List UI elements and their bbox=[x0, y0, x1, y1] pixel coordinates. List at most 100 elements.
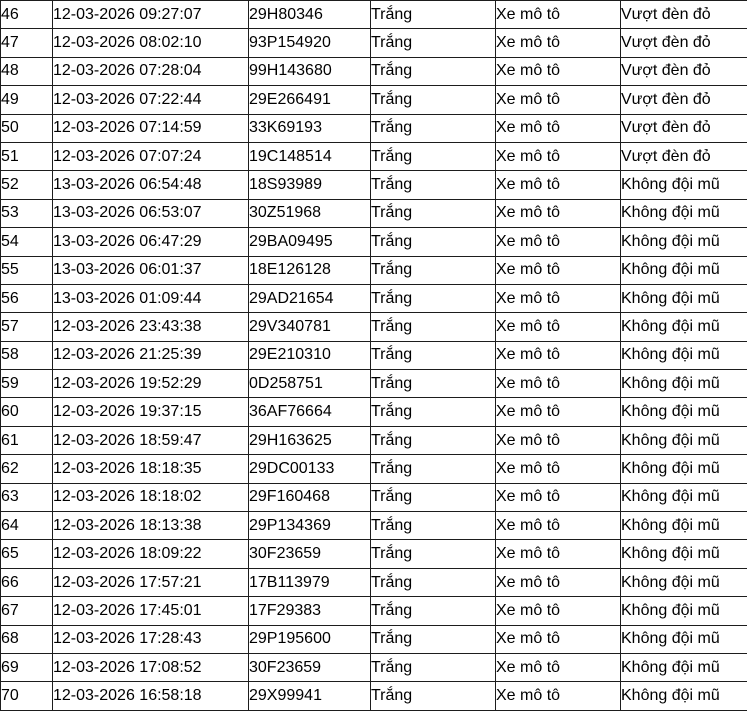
cell-no: 48 bbox=[0, 56, 53, 87]
cell-violation: Không đội mũ bbox=[620, 340, 747, 371]
cell-vehicle: Xe mô tô bbox=[495, 198, 621, 229]
cell-plate: 99H143680 bbox=[248, 56, 371, 87]
cell-color: Trắng bbox=[370, 56, 496, 87]
cell-color: Trắng bbox=[370, 681, 496, 711]
cell-color: Trắng bbox=[370, 85, 496, 115]
cell-vehicle: Xe mô tô bbox=[495, 454, 621, 484]
cell-violation: Không đội mũ bbox=[620, 425, 747, 456]
cell-no: 57 bbox=[0, 312, 53, 342]
cell-plate: 30F23659 bbox=[248, 652, 371, 683]
cell-datetime: 13-03-2026 06:54:48 bbox=[52, 170, 249, 200]
cell-vehicle: Xe mô tô bbox=[495, 85, 621, 115]
cell-no: 70 bbox=[0, 681, 53, 711]
cell-datetime: 12-03-2026 17:28:43 bbox=[52, 624, 249, 654]
cell-plate: 18S93989 bbox=[248, 170, 371, 200]
cell-violation: Không đội mũ bbox=[620, 681, 747, 711]
cell-vehicle: Xe mô tô bbox=[495, 141, 621, 172]
cell-plate: 29E266491 bbox=[248, 85, 371, 115]
cell-color: Trắng bbox=[370, 454, 496, 484]
table-row: 60 12-03-2026 19:37:15 36AF76664 Trắng Xe mô… bbox=[0, 397, 747, 427]
table-row: 47 12-03-2026 08:02:10 93P154920 Trắng Xe mô… bbox=[0, 28, 747, 58]
cell-violation: Không đội mũ bbox=[620, 624, 747, 654]
cell-datetime: 12-03-2026 08:02:10 bbox=[52, 28, 249, 58]
cell-plate: 30Z51968 bbox=[248, 198, 371, 229]
table-row: 64 12-03-2026 18:13:38 29P134369 Trắng Xe mô… bbox=[0, 511, 747, 541]
table-row: 66 12-03-2026 17:57:21 17B113979 Trắng Xe mô… bbox=[0, 567, 747, 598]
cell-datetime: 12-03-2026 07:07:24 bbox=[52, 141, 249, 172]
table-row: 50 12-03-2026 07:14:59 33K69193 Trắng Xe mô … bbox=[0, 113, 747, 143]
cell-plate: 29V340781 bbox=[248, 312, 371, 342]
table-row: 58 12-03-2026 21:25:39 29E210310 Trắng Xe mô… bbox=[0, 340, 747, 371]
cell-no: 50 bbox=[0, 113, 53, 143]
cell-color: Trắng bbox=[370, 539, 496, 569]
cell-vehicle: Xe mô tô bbox=[495, 482, 621, 513]
cell-no: 55 bbox=[0, 255, 53, 285]
cell-color: Trắng bbox=[370, 141, 496, 172]
cell-datetime: 12-03-2026 21:25:39 bbox=[52, 340, 249, 371]
cell-no: 66 bbox=[0, 567, 53, 598]
cell-vehicle: Xe mô tô bbox=[495, 283, 621, 314]
cell-plate: 93P154920 bbox=[248, 28, 371, 58]
cell-color: Trắng bbox=[370, 369, 496, 399]
cell-plate: 30F23659 bbox=[248, 539, 371, 569]
cell-color: Trắng bbox=[370, 482, 496, 513]
cell-vehicle: Xe mô tô bbox=[495, 312, 621, 342]
cell-vehicle: Xe mô tô bbox=[495, 397, 621, 427]
cell-violation: Vượt đèn đỏ bbox=[620, 113, 747, 143]
cell-plate: 29P134369 bbox=[248, 511, 371, 541]
cell-datetime: 12-03-2026 18:59:47 bbox=[52, 425, 249, 456]
cell-violation: Không đội mũ bbox=[620, 255, 747, 285]
table-row: 53 13-03-2026 06:53:07 30Z51968 Trắng Xe mô … bbox=[0, 198, 747, 229]
cell-no: 52 bbox=[0, 170, 53, 200]
cell-no: 62 bbox=[0, 454, 53, 484]
cell-no: 54 bbox=[0, 227, 53, 257]
cell-no: 69 bbox=[0, 652, 53, 683]
cell-no: 60 bbox=[0, 397, 53, 427]
cell-datetime: 12-03-2026 17:45:01 bbox=[52, 596, 249, 626]
cell-plate: 29AD21654 bbox=[248, 283, 371, 314]
table-row: 56 13-03-2026 01:09:44 29AD21654 Trắng Xe mô… bbox=[0, 283, 747, 314]
cell-datetime: 12-03-2026 19:52:29 bbox=[52, 369, 249, 399]
cell-datetime: 13-03-2026 06:47:29 bbox=[52, 227, 249, 257]
cell-vehicle: Xe mô tô bbox=[495, 340, 621, 371]
cell-datetime: 12-03-2026 18:09:22 bbox=[52, 539, 249, 569]
cell-datetime: 12-03-2026 18:18:02 bbox=[52, 482, 249, 513]
table-row: 55 13-03-2026 06:01:37 18E126128 Trắng Xe mô… bbox=[0, 255, 747, 285]
cell-color: Trắng bbox=[370, 113, 496, 143]
table-row: 51 12-03-2026 07:07:24 19C148514 Trắng Xe mô… bbox=[0, 141, 747, 172]
table-row: 48 12-03-2026 07:28:04 99H143680 Trắng Xe mô… bbox=[0, 56, 747, 87]
cell-no: 63 bbox=[0, 482, 53, 513]
cell-plate: 29DC00133 bbox=[248, 454, 371, 484]
cell-color: Trắng bbox=[370, 312, 496, 342]
cell-datetime: 13-03-2026 01:09:44 bbox=[52, 283, 249, 314]
cell-vehicle: Xe mô tô bbox=[495, 28, 621, 58]
cell-datetime: 13-03-2026 06:01:37 bbox=[52, 255, 249, 285]
cell-vehicle: Xe mô tô bbox=[495, 255, 621, 285]
cell-no: 65 bbox=[0, 539, 53, 569]
cell-no: 58 bbox=[0, 340, 53, 371]
cell-violation: Không đội mũ bbox=[620, 170, 747, 200]
cell-datetime: 12-03-2026 07:28:04 bbox=[52, 56, 249, 87]
table-row: 52 13-03-2026 06:54:48 18S93989 Trắng Xe mô … bbox=[0, 170, 747, 200]
cell-violation: Vượt đèn đỏ bbox=[620, 56, 747, 87]
cell-violation: Không đội mũ bbox=[620, 511, 747, 541]
cell-datetime: 12-03-2026 19:37:15 bbox=[52, 397, 249, 427]
cell-violation: Không đội mũ bbox=[620, 397, 747, 427]
cell-plate: 29P195600 bbox=[248, 624, 371, 654]
cell-violation: Không đội mũ bbox=[620, 567, 747, 598]
cell-plate: 17B113979 bbox=[248, 567, 371, 598]
cell-color: Trắng bbox=[370, 397, 496, 427]
cell-color: Trắng bbox=[370, 340, 496, 371]
table-row: 70 12-03-2026 16:58:18 29X99941 Trắng Xe mô … bbox=[0, 681, 747, 711]
cell-plate: 0D258751 bbox=[248, 369, 371, 399]
cell-violation: Vượt đèn đỏ bbox=[620, 0, 747, 30]
cell-color: Trắng bbox=[370, 0, 496, 30]
cell-color: Trắng bbox=[370, 28, 496, 58]
cell-no: 53 bbox=[0, 198, 53, 229]
cell-violation: Không đội mũ bbox=[620, 596, 747, 626]
cell-datetime: 12-03-2026 17:08:52 bbox=[52, 652, 249, 683]
cell-color: Trắng bbox=[370, 283, 496, 314]
cell-violation: Không đội mũ bbox=[620, 227, 747, 257]
cell-plate: 19C148514 bbox=[248, 141, 371, 172]
